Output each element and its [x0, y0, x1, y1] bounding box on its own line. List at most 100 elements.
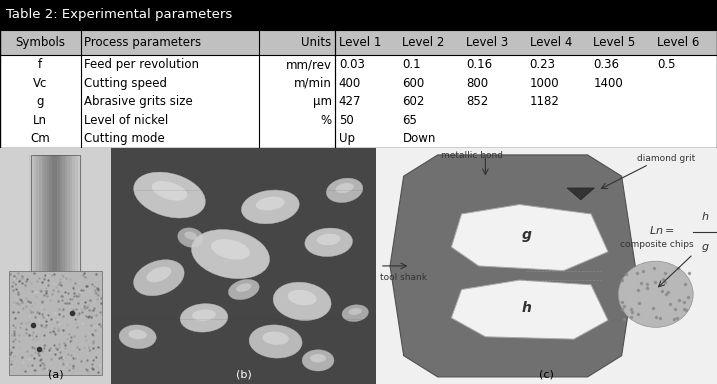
Ellipse shape	[288, 290, 317, 305]
Text: h: h	[521, 301, 531, 315]
Ellipse shape	[317, 234, 341, 245]
Text: $Ln =$: $Ln =$	[649, 225, 675, 237]
Text: g: g	[521, 228, 531, 242]
Bar	[70, 155, 75, 273]
Text: metallic bond: metallic bond	[441, 151, 503, 161]
Text: Cutting speed: Cutting speed	[84, 77, 167, 89]
Ellipse shape	[302, 350, 334, 371]
Text: Level 4: Level 4	[530, 36, 572, 49]
Bar	[52, 155, 57, 273]
Bar	[60, 155, 65, 273]
Text: Units: Units	[301, 36, 331, 49]
Text: 0.16: 0.16	[466, 58, 492, 71]
Text: Level 2: Level 2	[402, 36, 445, 49]
Polygon shape	[390, 155, 635, 377]
Ellipse shape	[133, 260, 184, 296]
Bar	[32, 155, 36, 273]
Text: Level 5: Level 5	[593, 36, 635, 49]
Text: diamond grit: diamond grit	[637, 154, 695, 163]
Text: composite chips: composite chips	[619, 240, 693, 249]
Bar	[0, 0, 717, 30]
Text: 1182: 1182	[530, 95, 559, 108]
Text: f: f	[38, 58, 42, 71]
Ellipse shape	[336, 183, 353, 193]
Text: 0.03: 0.03	[338, 58, 365, 71]
Bar	[77, 155, 82, 273]
Text: Level 1: Level 1	[338, 36, 381, 49]
Text: 0.23: 0.23	[530, 58, 556, 71]
Polygon shape	[452, 205, 608, 271]
Bar	[0, 129, 717, 148]
Text: 600: 600	[402, 77, 424, 89]
Bar	[54, 155, 60, 273]
Bar	[31, 155, 80, 273]
Ellipse shape	[348, 308, 362, 315]
Text: Symbols: Symbols	[15, 36, 65, 49]
Text: $h$: $h$	[701, 210, 709, 222]
Text: Process parameters: Process parameters	[84, 36, 201, 49]
Ellipse shape	[191, 230, 270, 279]
Bar	[0, 30, 717, 55]
Text: tool shank: tool shank	[380, 273, 427, 282]
Text: Level 3: Level 3	[466, 36, 508, 49]
Bar	[75, 155, 80, 273]
Bar	[49, 155, 54, 273]
Polygon shape	[567, 188, 594, 200]
Text: Level of nickel: Level of nickel	[84, 114, 168, 127]
Bar	[67, 155, 72, 273]
Text: 400: 400	[338, 77, 361, 89]
Ellipse shape	[211, 239, 250, 260]
Text: μm: μm	[313, 95, 331, 108]
Ellipse shape	[342, 305, 369, 321]
Bar	[0, 55, 717, 74]
Text: 50: 50	[338, 114, 353, 127]
Bar	[72, 155, 77, 273]
Text: 1400: 1400	[593, 77, 623, 89]
Bar	[0, 93, 717, 111]
Text: Down: Down	[402, 132, 436, 145]
Text: m/min: m/min	[294, 77, 331, 89]
Ellipse shape	[119, 325, 156, 349]
Bar	[47, 155, 52, 273]
Bar	[37, 155, 42, 273]
Bar	[29, 155, 34, 273]
Ellipse shape	[236, 283, 252, 292]
Bar	[42, 155, 47, 273]
Text: 65: 65	[402, 114, 417, 127]
Text: mm/rev: mm/rev	[285, 58, 331, 71]
Text: Cutting mode: Cutting mode	[84, 132, 165, 145]
Bar	[34, 155, 39, 273]
Text: 0.5: 0.5	[657, 58, 675, 71]
Ellipse shape	[326, 178, 363, 202]
Text: Cm: Cm	[30, 132, 50, 145]
Ellipse shape	[133, 172, 205, 218]
Text: 602: 602	[402, 95, 424, 108]
Bar	[0, 74, 717, 93]
Text: (c): (c)	[539, 369, 554, 379]
Bar	[65, 155, 70, 273]
Ellipse shape	[273, 282, 331, 321]
Bar	[57, 155, 62, 273]
Bar	[0, 111, 717, 129]
Text: Vc: Vc	[33, 77, 47, 89]
Ellipse shape	[305, 228, 353, 257]
Bar	[39, 155, 44, 273]
Ellipse shape	[146, 266, 171, 282]
Ellipse shape	[128, 329, 147, 339]
Text: g: g	[37, 95, 44, 108]
Text: (b): (b)	[236, 369, 252, 379]
Ellipse shape	[256, 197, 285, 210]
Ellipse shape	[310, 354, 326, 362]
Bar	[9, 271, 103, 374]
Ellipse shape	[229, 280, 259, 300]
Ellipse shape	[192, 310, 216, 321]
Text: Table 2: Experimental parameters: Table 2: Experimental parameters	[6, 8, 232, 21]
Text: 800: 800	[466, 77, 488, 89]
Text: 0.36: 0.36	[593, 58, 619, 71]
Text: 852: 852	[466, 95, 488, 108]
Text: $g$: $g$	[701, 242, 709, 254]
Ellipse shape	[152, 181, 187, 200]
Text: Up: Up	[338, 132, 355, 145]
Ellipse shape	[178, 228, 204, 247]
Bar	[44, 155, 49, 273]
